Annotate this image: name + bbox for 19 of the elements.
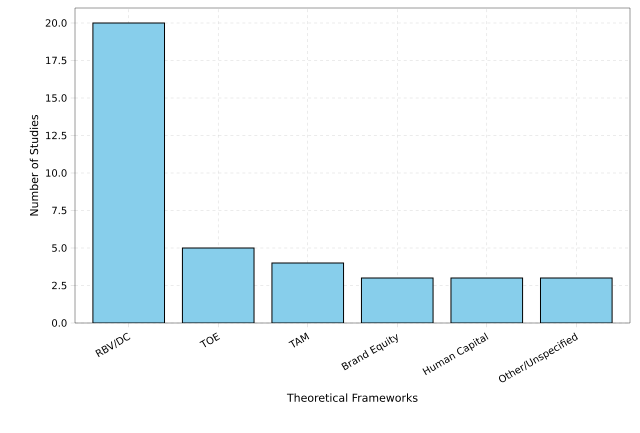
y-tick-label: 15.0 bbox=[46, 94, 67, 102]
x-tick-label: TOE bbox=[199, 332, 220, 348]
y-tick-label: 10.0 bbox=[46, 169, 67, 177]
y-tick-label: 5.0 bbox=[52, 244, 67, 252]
bar bbox=[450, 278, 523, 323]
y-axis-title: Number of Studies bbox=[30, 114, 38, 216]
y-tick-label: 17.5 bbox=[46, 56, 66, 64]
bar bbox=[182, 248, 254, 323]
y-tick-label: 7.5 bbox=[52, 206, 66, 214]
y-tick-label: 2.5 bbox=[52, 282, 66, 290]
bar bbox=[361, 278, 434, 323]
x-axis-title: Theoretical Frameworks bbox=[286, 393, 418, 402]
bar bbox=[540, 278, 613, 323]
bar bbox=[92, 23, 165, 323]
bar bbox=[272, 263, 344, 323]
y-tick-label: 12.5 bbox=[46, 132, 66, 140]
x-tick-label: TAM bbox=[288, 332, 310, 348]
y-tick-label: 0.0 bbox=[52, 319, 67, 327]
y-tick-label: 20.0 bbox=[46, 19, 67, 27]
